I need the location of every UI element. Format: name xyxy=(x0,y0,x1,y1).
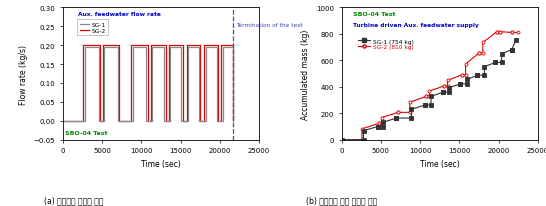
Legend: SG-1, SG-2: SG-1, SG-2 xyxy=(78,20,108,36)
Text: Aux. feedwater flow rate: Aux. feedwater flow rate xyxy=(79,12,162,17)
Text: (a) 보조급수 유량의 변화: (a) 보조급수 유량의 변화 xyxy=(44,195,103,204)
Legend: SG-1 (754 kg), SG-2 (810 kg): SG-1 (754 kg), SG-2 (810 kg) xyxy=(356,37,415,52)
X-axis label: Time (sec): Time (sec) xyxy=(420,159,460,168)
Text: Termination of the test: Termination of the test xyxy=(235,23,302,28)
Text: SBO-04 Test: SBO-04 Test xyxy=(353,12,396,17)
Y-axis label: Flow rate (kg/s): Flow rate (kg/s) xyxy=(19,44,28,104)
Text: (b) 보조급수 누적 유량의 변화: (b) 보조급수 누적 유량의 변화 xyxy=(306,195,377,204)
Text: Turbine driven Aux. feedwater supply: Turbine driven Aux. feedwater supply xyxy=(353,23,479,28)
Text: SBO-04 Test: SBO-04 Test xyxy=(65,131,108,136)
Y-axis label: Accumulated mass (kg): Accumulated mass (kg) xyxy=(301,29,310,119)
X-axis label: Time (sec): Time (sec) xyxy=(141,159,181,168)
